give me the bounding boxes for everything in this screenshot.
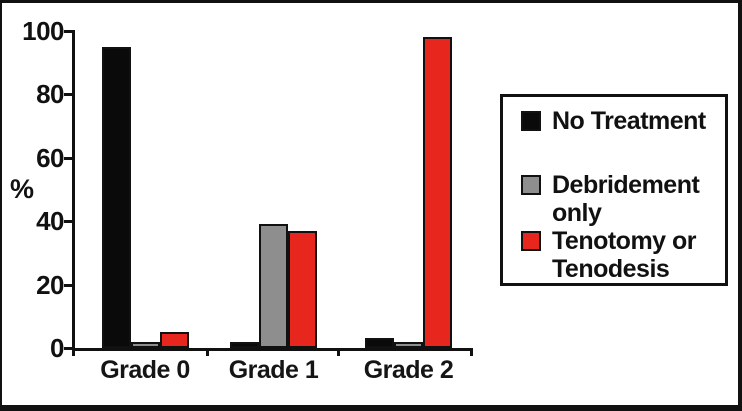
y-axis-title: % [10, 174, 35, 204]
y-tick-mark [64, 283, 73, 287]
y-axis-line [72, 30, 75, 351]
y-tick-label: 80 [36, 79, 64, 110]
y-tick-label: 100 [22, 16, 64, 46]
x-tick-mark [206, 348, 209, 356]
legend-swatch-icon [521, 175, 541, 195]
y-tick-label: 40 [36, 206, 64, 237]
x-axis-line [72, 348, 473, 351]
bar-debridement-only-grade-1 [259, 224, 288, 348]
x-tick-mark [337, 348, 340, 356]
y-tick-label: 0 [50, 333, 64, 363]
legend-label: Tenotomy or Tenodesis [552, 227, 697, 283]
legend-swatch-icon [521, 231, 541, 251]
y-tick-label: 20 [36, 269, 64, 300]
legend-label: No Treatment [552, 107, 706, 135]
x-tick-mark [72, 348, 75, 356]
y-tick-mark [64, 30, 73, 33]
x-tick-mark [470, 348, 473, 356]
y-tick-label: 60 [36, 142, 64, 173]
bar-tenotomy-or-tenodesis-grade-2 [423, 37, 452, 348]
bar-no-treatment-grade-1 [230, 341, 259, 348]
legend-item: No Treatment [521, 107, 727, 135]
bar-no-treatment-grade-0 [101, 46, 131, 348]
legend-item: Tenotomy or Tenodesis [521, 227, 727, 283]
x-axis-label-grade-0: Grade 0 [100, 356, 190, 384]
x-axis-label-grade-2: Grade 2 [363, 356, 454, 384]
y-tick-mark [64, 93, 73, 97]
legend-box: No Treatment Debridement only Tenotomy or … [500, 94, 728, 286]
x-axis-label-grade-1: Grade 1 [228, 356, 319, 384]
y-tick-mark [64, 156, 73, 160]
legend-item: Debridement only [521, 171, 727, 227]
bar-tenotomy-or-tenodesis-grade-1 [288, 230, 317, 348]
y-tick-mark [64, 220, 73, 224]
bar-debridement-only-grade-2 [394, 341, 423, 348]
bar-tenotomy-or-tenodesis-grade-0 [159, 332, 189, 348]
bar-no-treatment-grade-2 [365, 338, 394, 348]
legend-swatch-icon [521, 111, 541, 131]
bar-debridement-only-grade-0 [130, 341, 160, 348]
legend-label: Debridement only [552, 171, 700, 227]
y-tick-mark [64, 347, 73, 350]
